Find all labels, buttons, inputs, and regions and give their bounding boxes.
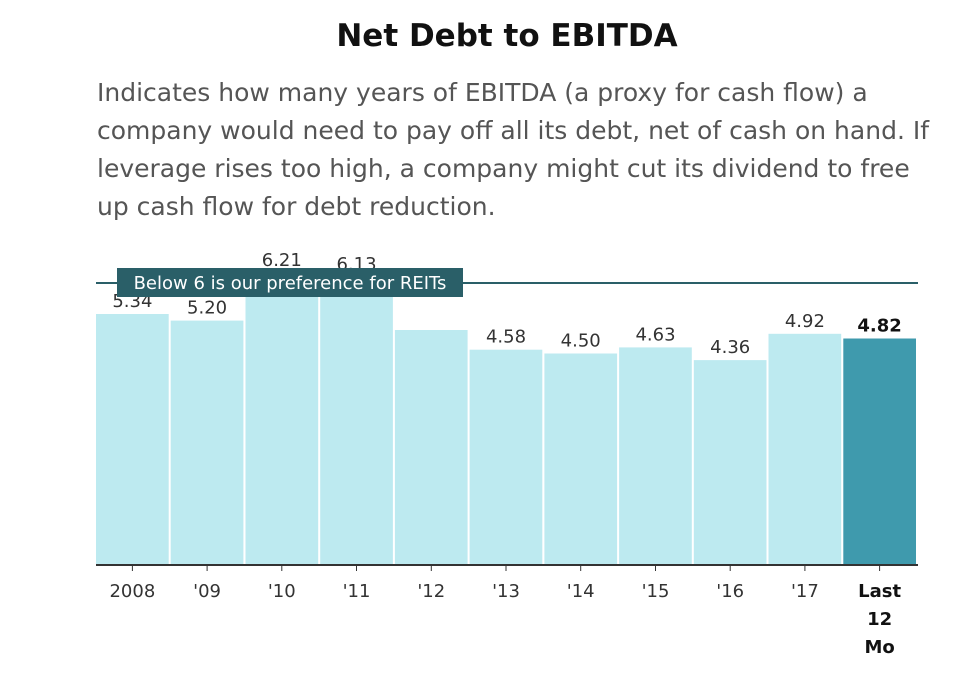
bar-1 (170, 320, 244, 565)
bar-value-label-8: 4.36 (710, 337, 750, 358)
bar-9 (768, 333, 842, 565)
x-tick-label-9: '17 (791, 581, 819, 602)
bar-10 (843, 338, 916, 565)
bar-value-label-9: 4.92 (785, 311, 825, 332)
x-tick-label-5: '13 (492, 581, 520, 602)
bar-value-label-5: 4.58 (486, 327, 526, 348)
x-tick-label-7: '15 (642, 581, 670, 602)
x-tick-label-8: '16 (716, 581, 744, 602)
bar-6 (544, 353, 618, 565)
chart-subtitle: Indicates how many years of EBITDA (a pr… (97, 78, 930, 221)
reference-label: Below 6 is our preference for REITs (134, 273, 447, 294)
bar-value-label-10: 4.82 (857, 316, 901, 337)
x-tick-label-6: '14 (567, 581, 595, 602)
bar-3 (320, 276, 393, 565)
bar-value-label-1: 5.20 (187, 298, 227, 319)
bar-5 (469, 349, 543, 565)
x-tick-label-10: Last 12 Mo (858, 581, 901, 658)
bar-value-label-2: 6.21 (262, 250, 302, 271)
x-tick-label-1: '09 (193, 581, 221, 602)
chart-title: Net Debt to EBITDA (336, 18, 678, 54)
bar-4 (394, 330, 468, 565)
x-tick-label-3: '11 (343, 581, 371, 602)
reference-label-box (117, 268, 463, 297)
x-tick-label-0: 2008 (109, 581, 155, 602)
bar-8 (693, 360, 767, 565)
bar-7 (619, 347, 692, 565)
bar-value-label-7: 4.63 (635, 324, 675, 345)
bar-0 (96, 314, 169, 565)
x-tick-label-2: '10 (268, 581, 296, 602)
bar-value-label-6: 4.50 (561, 331, 601, 352)
x-tick-label-4: '12 (417, 581, 445, 602)
bar-2 (245, 273, 319, 565)
